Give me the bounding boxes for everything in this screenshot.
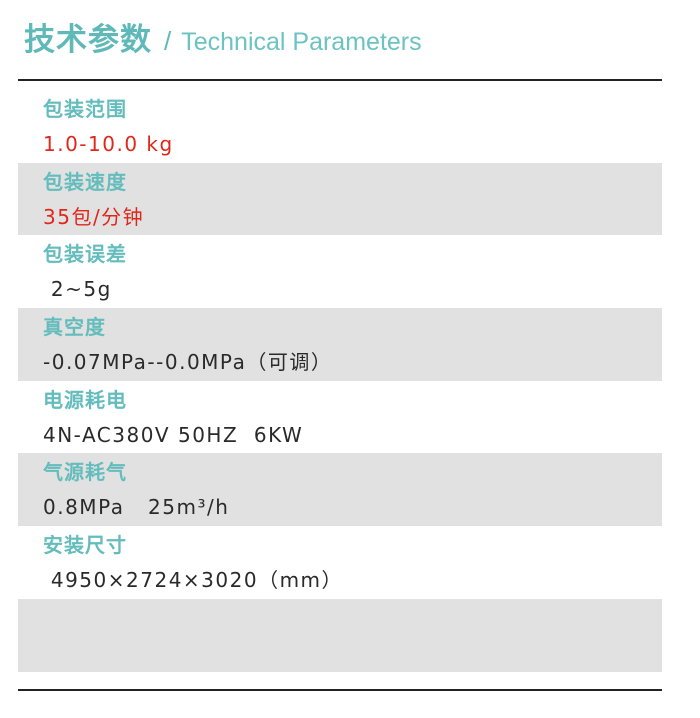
title-separator: / xyxy=(164,26,172,56)
param-row-vacuum: 真空度 -0.07MPa--0.0MPa（可调） xyxy=(18,308,662,381)
title-english: Technical Parameters xyxy=(181,28,422,56)
param-row-power: 电源耗电 4N-AC380V 50HZ 6KW xyxy=(18,381,662,454)
param-label: 包装误差 xyxy=(43,242,127,267)
param-row-packing-range: 包装范围 1.0-10.0 kg xyxy=(18,90,662,163)
param-value: 1.0-10.0 kg xyxy=(43,132,174,156)
param-row-packing-error: 包装误差 2~5g xyxy=(18,235,662,308)
param-value: 4N-AC380V 50HZ 6KW xyxy=(43,422,304,447)
param-value: 35包/分钟 xyxy=(43,204,145,229)
param-value: 4950×2724×3020（mm） xyxy=(43,568,344,593)
param-value: -0.07MPa--0.0MPa（可调） xyxy=(43,350,333,375)
param-label: 包装速度 xyxy=(43,169,127,194)
param-row-dimensions: 安装尺寸 4950×2724×3020（mm） xyxy=(18,526,662,599)
top-divider xyxy=(18,79,662,81)
param-label: 安装尺寸 xyxy=(43,533,127,558)
bottom-divider xyxy=(18,689,662,691)
param-value: 2~5g xyxy=(43,277,112,302)
param-value: 0.8MPa 25m³/h xyxy=(43,495,230,520)
param-label: 真空度 xyxy=(43,315,106,340)
parameter-table: 包装范围 1.0-10.0 kg 包装速度 35包/分钟 包装误差 2~5g 真… xyxy=(18,90,662,672)
param-label: 包装范围 xyxy=(43,97,127,121)
param-label: 气源耗气 xyxy=(43,460,127,485)
param-row-empty xyxy=(18,598,662,672)
section-title: 技术参数 / Technical Parameters xyxy=(24,14,422,64)
param-row-packing-speed: 包装速度 35包/分钟 xyxy=(18,162,662,236)
param-row-air: 气源耗气 0.8MPa 25m³/h xyxy=(18,453,662,527)
param-label: 电源耗电 xyxy=(43,387,127,412)
title-chinese: 技术参数 xyxy=(24,22,152,58)
